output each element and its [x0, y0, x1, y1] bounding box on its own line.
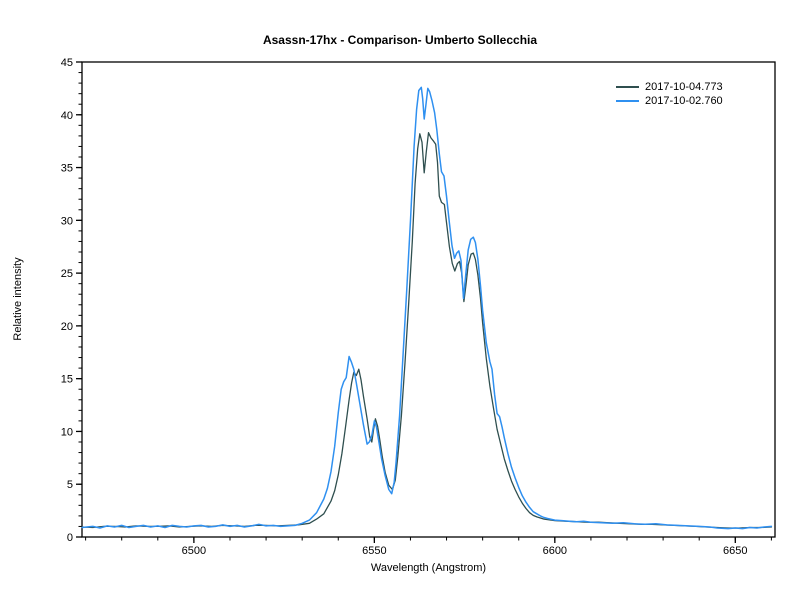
svg-text:35: 35 — [61, 163, 73, 175]
svg-text:20: 20 — [61, 321, 73, 333]
x-axis-label: Wavelength (Angstrom) — [370, 562, 487, 574]
svg-text:25: 25 — [61, 268, 73, 280]
svg-text:6500: 6500 — [182, 545, 206, 557]
axis-ticks — [76, 61, 772, 543]
legend-label: 2017-10-02.760 — [645, 95, 723, 107]
svg-text:10: 10 — [61, 426, 73, 438]
y-tick-labels: 0 5 10 15 20 25 30 35 40 45 — [61, 57, 73, 544]
spectrum-line-2017-10-04.773 — [81, 132, 773, 529]
chart-title: Asassn-17hx - Comparison- Umberto Sollec… — [262, 33, 538, 47]
legend-swatch-blue-line — [616, 100, 639, 102]
plot-frame — [81, 61, 776, 538]
svg-text:30: 30 — [61, 215, 73, 227]
svg-text:15: 15 — [61, 374, 73, 386]
svg-text:6550: 6550 — [362, 545, 386, 557]
legend: 2017-10-04.773 2017-10-02.760 — [616, 80, 723, 108]
svg-text:6600: 6600 — [543, 545, 567, 557]
legend-swatch-dark-line — [616, 86, 639, 88]
x-tick-labels: 6500 6550 6600 6650 — [182, 545, 748, 557]
svg-text:40: 40 — [61, 110, 73, 122]
svg-text:45: 45 — [61, 57, 73, 69]
spectrum-line-2017-10-02.760 — [81, 86, 773, 530]
legend-label: 2017-10-04.773 — [645, 81, 723, 93]
legend-item-2017-10-02: 2017-10-02.760 — [616, 94, 723, 108]
legend-item-2017-10-04: 2017-10-04.773 — [616, 80, 723, 94]
svg-text:0: 0 — [67, 532, 73, 544]
svg-text:6650: 6650 — [723, 545, 747, 557]
y-axis-label: Relative intensity — [12, 257, 24, 341]
svg-text:5: 5 — [67, 479, 73, 491]
